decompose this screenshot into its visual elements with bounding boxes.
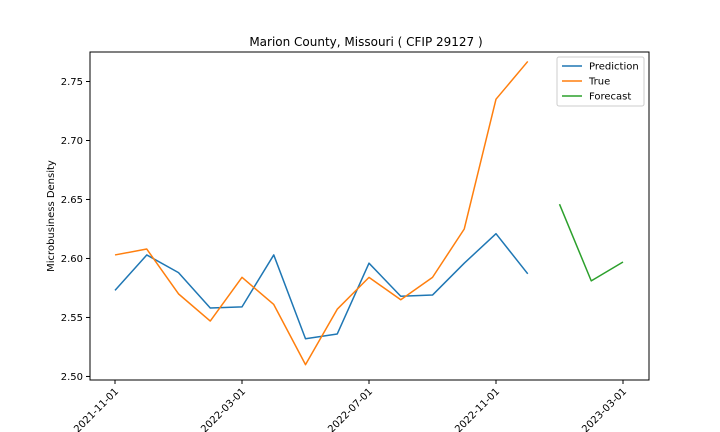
legend-label-prediction: Prediction bbox=[589, 62, 639, 73]
y-tick-label: 2.55 bbox=[61, 313, 83, 324]
y-tick-label: 2.60 bbox=[61, 254, 83, 265]
plot-frame bbox=[89, 51, 650, 381]
legend: Prediction True Forecast bbox=[556, 56, 645, 107]
series-layer bbox=[114, 60, 624, 366]
chart-title: Marion County, Missouri ( CFIP 29127 ) bbox=[249, 35, 482, 49]
y-tick-label: 2.70 bbox=[61, 136, 83, 147]
y-tick-label: 2.65 bbox=[61, 195, 83, 206]
series-line-forecast bbox=[558, 203, 624, 282]
legend-box bbox=[556, 56, 645, 107]
y-tick-label: 2.75 bbox=[61, 77, 83, 88]
series-line-true bbox=[114, 60, 529, 366]
legend-label-forecast: Forecast bbox=[589, 92, 631, 103]
y-axis-label: Microbusiness Density bbox=[46, 160, 57, 272]
y-tick-label: 2.50 bbox=[61, 372, 83, 383]
legend-label-true: True bbox=[588, 77, 610, 88]
